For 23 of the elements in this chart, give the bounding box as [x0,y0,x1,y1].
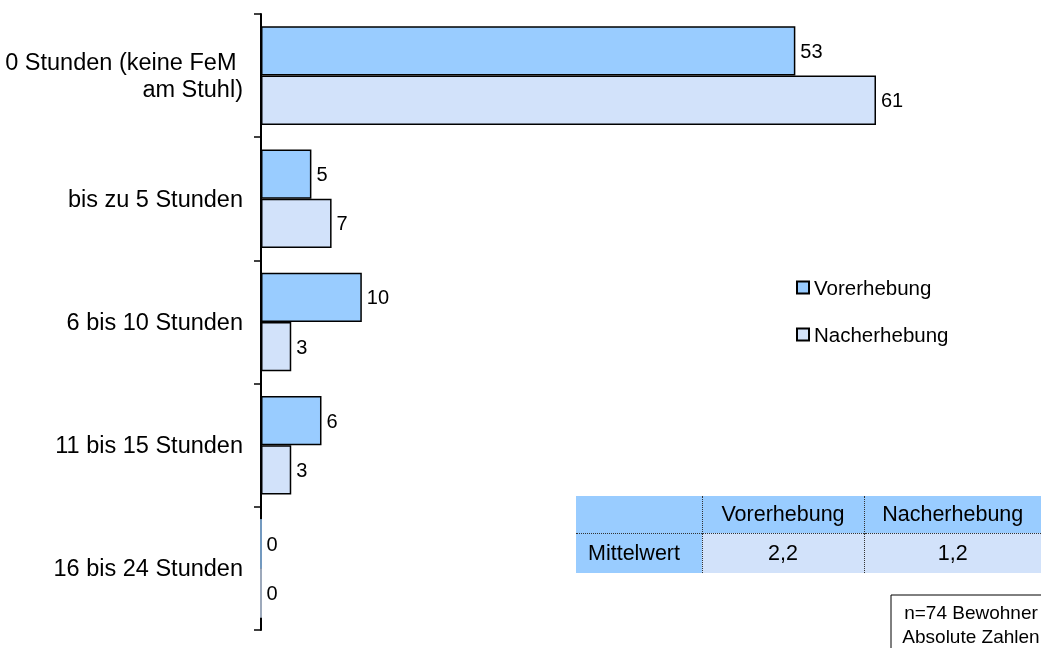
legend-label: Vorerhebung [814,276,932,299]
y-tick-label: 6 bis 10 Stunden [66,309,243,335]
data-label: 6 [326,409,338,432]
legend-label: Nacherhebung [814,323,949,346]
data-label: 3 [296,458,308,481]
series-label: Mittelwert [576,533,702,573]
data-label: 10 [366,286,390,309]
text: n=74 Bewohner [904,601,1039,623]
data-label: 3 [296,335,308,358]
y-tick-label: 0 Stunden (keine FeM am Stuhl) [5,49,243,103]
data-label: 61 [881,89,904,112]
y-tick-label: bis zu 5 Stunden [67,185,243,212]
data-label: 53 [800,39,823,62]
data-label: 0 [266,582,278,605]
text: Absolute Zahlen [902,625,1040,647]
data-label: 0 [266,532,278,555]
y-tick-label: 16 bis 24 Stunden [53,555,243,582]
y-tick-label: 11 bis 15 Stunden [55,432,243,459]
data-label: 5 [316,163,328,186]
category-label: Nacherhebung [864,496,1041,533]
category-label: Vorerhebung [702,496,864,533]
data-label: 2,2 [702,533,864,573]
data-label: 7 [336,212,348,235]
